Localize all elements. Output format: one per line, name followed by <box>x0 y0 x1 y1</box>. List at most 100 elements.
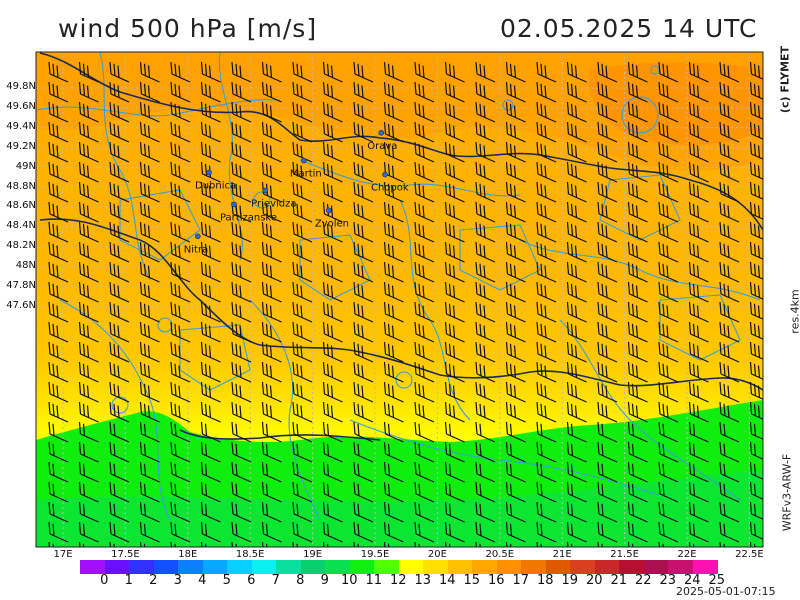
wind-barb <box>566 61 587 83</box>
wind-barb <box>139 221 160 243</box>
wind-barb <box>505 261 526 283</box>
wind-barb <box>322 401 343 423</box>
wind-barb <box>353 121 374 143</box>
wind-barb <box>109 101 130 123</box>
wind-barb <box>414 481 435 503</box>
wind-barb <box>109 361 130 383</box>
wind-barb <box>414 221 435 243</box>
rivers-and-districts <box>36 52 761 521</box>
colorbar-swatch <box>178 560 203 574</box>
wind-barb <box>139 361 160 383</box>
wind-barb <box>261 481 282 503</box>
wind-barb <box>48 421 69 443</box>
wind-barb <box>475 181 496 203</box>
wind-barb <box>566 501 587 523</box>
wind-barb <box>292 81 313 103</box>
wind-barb <box>353 221 374 243</box>
wind-barb <box>48 101 69 123</box>
wind-barb <box>139 281 160 303</box>
wind-barb <box>475 141 496 163</box>
wind-barb <box>749 481 763 500</box>
wind-barb <box>139 421 160 443</box>
lake-outline <box>395 371 413 389</box>
wind-barb <box>566 321 587 343</box>
wind-barb <box>170 61 191 83</box>
wind-barb <box>475 481 496 503</box>
wind-barb <box>292 321 313 343</box>
wind-barb <box>48 161 69 183</box>
colorbar-swatch <box>80 560 105 574</box>
wind-barb <box>414 541 420 547</box>
wind-barb <box>353 281 374 303</box>
lon-label: 22E <box>677 549 697 560</box>
wind-barb <box>597 521 618 543</box>
wind-barb <box>505 381 526 403</box>
wind-barb <box>566 381 587 403</box>
wind-barb <box>719 141 740 163</box>
wind-barb <box>48 81 69 103</box>
wind-barb <box>109 401 130 423</box>
wind-barb <box>688 121 709 143</box>
wind-barb <box>658 261 679 283</box>
wind-barb <box>292 501 313 523</box>
wind-barb <box>353 461 374 483</box>
wind-barb <box>139 261 160 283</box>
wind-barb <box>688 281 709 303</box>
wind-barb <box>48 61 69 83</box>
colorbar-swatch <box>251 560 277 574</box>
wind-barb <box>231 141 252 163</box>
wind-barb <box>536 81 557 103</box>
wind-barb <box>749 81 763 100</box>
wind-barb <box>383 121 404 143</box>
wind-barb <box>109 241 130 263</box>
wind-barb <box>658 481 679 503</box>
wind-barb <box>231 241 252 263</box>
wind-barb <box>78 421 99 443</box>
wind-barb <box>414 361 435 383</box>
wind-barb <box>719 121 740 143</box>
wind-barb <box>261 241 282 263</box>
wind-barb <box>261 461 282 483</box>
wind-barb <box>353 141 374 163</box>
lon-label: 18E <box>178 549 198 560</box>
city-marker: Nitra <box>184 233 208 255</box>
wind-barb <box>536 261 557 283</box>
wind-barb <box>505 281 526 303</box>
colorbar-label: 16 <box>487 573 505 588</box>
wind-barb <box>78 481 99 503</box>
wind-barb <box>383 181 404 203</box>
wind-barb <box>170 241 191 263</box>
lat-label: 49N <box>15 160 36 172</box>
wind-barb <box>353 381 374 403</box>
wind-barb <box>109 121 130 143</box>
wind-barb <box>231 101 252 123</box>
wind-barb <box>353 401 374 423</box>
wind-barb <box>719 241 740 263</box>
wind-barb <box>536 401 557 423</box>
wind-barb <box>475 201 496 223</box>
wind-barb <box>719 101 740 123</box>
cities: Orava Dubnica Martin Chopok Prievidza Partiza… <box>184 129 409 255</box>
wind-barb <box>536 381 557 403</box>
lon-label: 21E <box>552 549 572 560</box>
wind-barb <box>719 501 740 523</box>
wind-barb <box>627 441 648 463</box>
wind-barb <box>475 461 496 483</box>
wind-barb <box>658 141 679 163</box>
wind-barb <box>78 341 99 363</box>
wind-barb <box>414 441 435 463</box>
wind-barb <box>261 401 282 423</box>
wind-barb <box>597 261 618 283</box>
wind-barb <box>475 401 496 423</box>
wind-barb <box>597 461 618 483</box>
wind-barb <box>658 361 679 383</box>
wind-barb <box>658 461 679 483</box>
wind-barb <box>597 81 618 103</box>
colorbar-label: 20 <box>585 573 603 588</box>
wind-barb <box>749 501 763 520</box>
country-border <box>39 52 763 441</box>
wind-barb <box>231 61 252 83</box>
river-line <box>349 419 661 496</box>
wind-barb <box>170 161 191 183</box>
wind-barb <box>566 201 587 223</box>
